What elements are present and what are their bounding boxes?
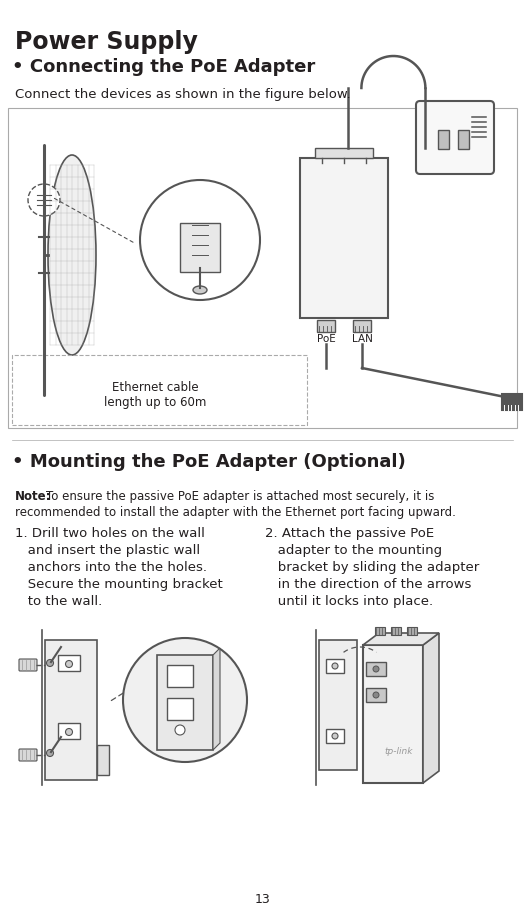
FancyBboxPatch shape	[157, 655, 213, 750]
FancyBboxPatch shape	[457, 130, 468, 149]
Text: 1. Drill two holes on the wall: 1. Drill two holes on the wall	[15, 527, 205, 540]
Text: anchors into the the holes.: anchors into the the holes.	[15, 561, 207, 574]
Circle shape	[47, 749, 54, 756]
Circle shape	[175, 725, 185, 735]
FancyBboxPatch shape	[391, 627, 401, 635]
Circle shape	[332, 733, 338, 739]
Text: PoE: PoE	[317, 334, 335, 344]
FancyBboxPatch shape	[326, 729, 344, 743]
Circle shape	[28, 184, 60, 216]
FancyBboxPatch shape	[19, 659, 37, 671]
FancyBboxPatch shape	[58, 723, 80, 739]
Text: to the wall.: to the wall.	[15, 595, 102, 608]
FancyBboxPatch shape	[363, 645, 423, 783]
Text: To ensure the passive PoE adapter is attached most securely, it is: To ensure the passive PoE adapter is att…	[46, 490, 434, 503]
Circle shape	[140, 180, 260, 300]
Text: bracket by sliding the adapter: bracket by sliding the adapter	[265, 561, 479, 574]
Text: Ethernet cable
length up to 60m: Ethernet cable length up to 60m	[104, 381, 206, 409]
Text: and insert the plastic wall: and insert the plastic wall	[15, 544, 200, 557]
Text: 13: 13	[255, 893, 270, 906]
Text: tp-link: tp-link	[385, 746, 413, 756]
Circle shape	[66, 660, 72, 667]
Circle shape	[373, 692, 379, 698]
Circle shape	[47, 659, 54, 666]
FancyBboxPatch shape	[416, 101, 494, 174]
Text: Connect the devices as shown in the figure below.: Connect the devices as shown in the figu…	[15, 88, 351, 101]
FancyBboxPatch shape	[167, 665, 193, 687]
FancyBboxPatch shape	[97, 745, 109, 775]
Polygon shape	[213, 648, 220, 750]
FancyBboxPatch shape	[502, 394, 522, 410]
FancyBboxPatch shape	[437, 130, 448, 149]
FancyBboxPatch shape	[45, 640, 97, 780]
FancyBboxPatch shape	[58, 655, 80, 671]
FancyBboxPatch shape	[353, 320, 371, 332]
FancyBboxPatch shape	[375, 627, 385, 635]
Text: 2. Attach the passive PoE: 2. Attach the passive PoE	[265, 527, 434, 540]
Text: Secure the mounting bracket: Secure the mounting bracket	[15, 578, 223, 591]
Polygon shape	[363, 633, 439, 645]
Text: Power Supply: Power Supply	[15, 30, 198, 54]
FancyBboxPatch shape	[8, 108, 517, 428]
FancyBboxPatch shape	[366, 688, 386, 702]
FancyBboxPatch shape	[315, 148, 373, 158]
FancyBboxPatch shape	[366, 662, 386, 676]
Circle shape	[373, 666, 379, 672]
Circle shape	[123, 638, 247, 762]
FancyBboxPatch shape	[319, 640, 357, 770]
FancyBboxPatch shape	[326, 659, 344, 673]
Ellipse shape	[48, 155, 96, 355]
Circle shape	[332, 663, 338, 669]
FancyBboxPatch shape	[180, 223, 220, 272]
Text: LAN: LAN	[352, 334, 372, 344]
FancyBboxPatch shape	[19, 749, 37, 761]
Text: • Mounting the PoE Adapter (Optional): • Mounting the PoE Adapter (Optional)	[12, 453, 406, 471]
Text: • Connecting the PoE Adapter: • Connecting the PoE Adapter	[12, 58, 315, 76]
FancyBboxPatch shape	[407, 627, 417, 635]
Text: Note:: Note:	[15, 490, 51, 503]
Polygon shape	[423, 633, 439, 783]
FancyBboxPatch shape	[167, 698, 193, 720]
Text: until it locks into place.: until it locks into place.	[265, 595, 433, 608]
FancyBboxPatch shape	[317, 320, 335, 332]
Text: recommended to install the adapter with the Ethernet port facing upward.: recommended to install the adapter with …	[15, 506, 456, 519]
Text: in the direction of the arrows: in the direction of the arrows	[265, 578, 471, 591]
FancyBboxPatch shape	[300, 158, 388, 318]
Circle shape	[66, 729, 72, 735]
Ellipse shape	[193, 286, 207, 294]
Text: adapter to the mounting: adapter to the mounting	[265, 544, 442, 557]
